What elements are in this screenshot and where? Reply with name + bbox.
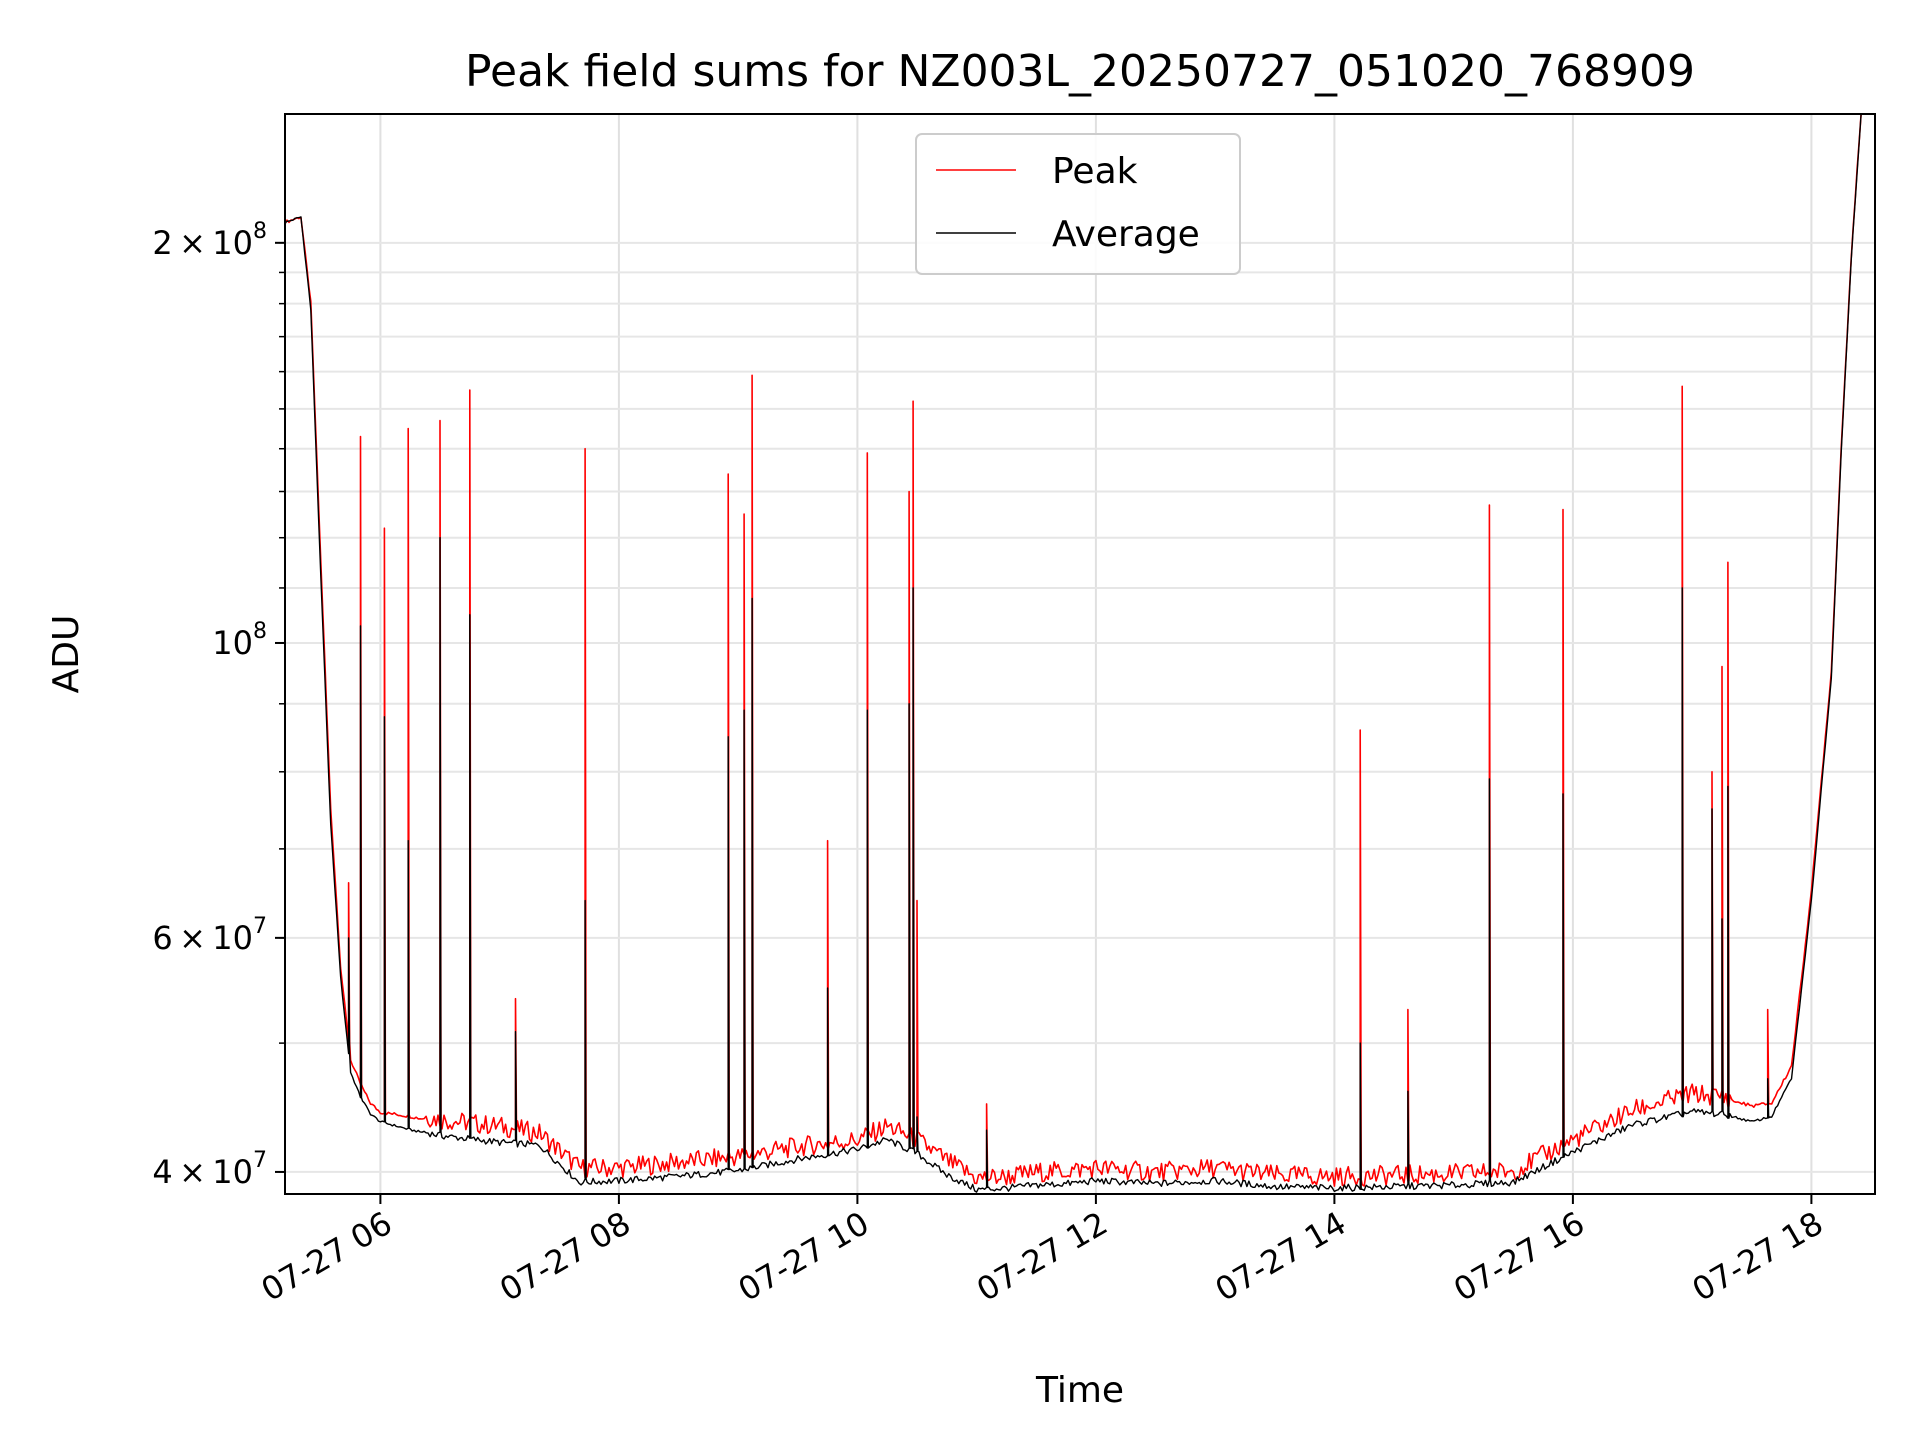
axes-frame: [284, 113, 1876, 1195]
chart-title: Peak field sums for NZ003L_20250727_0510…: [465, 46, 1695, 97]
x-axis-label: Time: [1035, 1370, 1124, 1411]
legend-label-peak: Peak: [1052, 151, 1138, 192]
series-line-peak: [284, 113, 1871, 1187]
legend: Peak Average: [915, 133, 1241, 275]
y-tick-label-3: 2 × 108: [152, 219, 267, 262]
gridlines: [285, 114, 1875, 1194]
y-tick-label-0: 4 × 107: [152, 1148, 267, 1191]
series-line-average: [284, 113, 1871, 1193]
y-axis: 4 × 107 6 × 107 108 2 × 108: [152, 219, 285, 1191]
y-axis-label: ADU: [46, 615, 87, 694]
plot-area: [284, 113, 1871, 1193]
legend-box: [915, 133, 1241, 275]
y-tick-label-2: 108: [212, 619, 267, 662]
y-tick-label-1: 6 × 107: [152, 914, 267, 957]
legend-label-average: Average: [1052, 214, 1200, 255]
